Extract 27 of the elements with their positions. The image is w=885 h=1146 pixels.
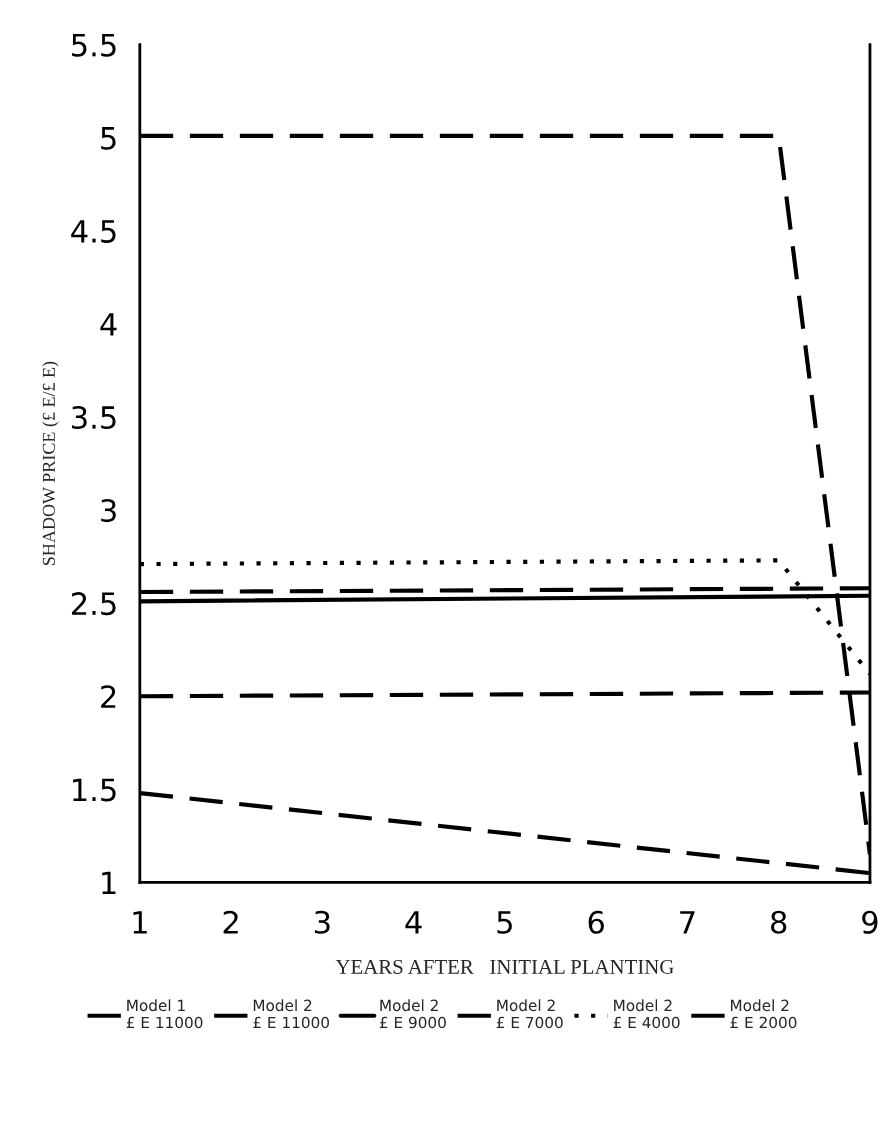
x-tick-label: 3 [314, 910, 330, 934]
legend-label: Model 2 £ E 2000 [730, 999, 797, 1029]
x-tick-label: 8 [771, 910, 787, 934]
y-tick-label: 5.5 [72, 34, 116, 57]
legend-label: Model 1 £ E 11000 [126, 999, 203, 1029]
y-tick-label: 2.5 [71, 592, 116, 616]
y-tick-label: 3.5 [72, 405, 116, 430]
x-tick-label: 6 [588, 910, 604, 934]
x-tick-label: 2 [223, 910, 238, 934]
y-tick-label: 3 [101, 499, 116, 523]
y-tick-label: 1 [102, 871, 116, 895]
x-tick-label: 9 [862, 910, 878, 934]
y-axis-title: SHADOW PRICE (£ E/£ E) [42, 361, 59, 565]
y-tick-label: 4.5 [71, 220, 116, 243]
y-tick-label: 4 [100, 313, 117, 336]
x-tick-label: 7 [680, 911, 695, 934]
x-axis-title: YEARS AFTER INITIAL PLANTING [335, 959, 674, 974]
y-tick-label: 5 [101, 127, 116, 150]
legend-label: Model 2 £ E 4000 [613, 999, 680, 1029]
x-tick-label: 5 [497, 911, 512, 934]
y-tick-label: 2 [101, 685, 116, 708]
legend-label: Model 2 £ E 11000 [253, 999, 329, 1029]
x-tick-label: 4 [405, 911, 422, 934]
x-tick-label: 1 [133, 911, 147, 934]
legend-label: Model 2 £ E 9000 [379, 999, 446, 1029]
y-tick-label: 1.5 [73, 778, 116, 802]
legend-label: Model 2 £ E 7000 [496, 999, 563, 1029]
